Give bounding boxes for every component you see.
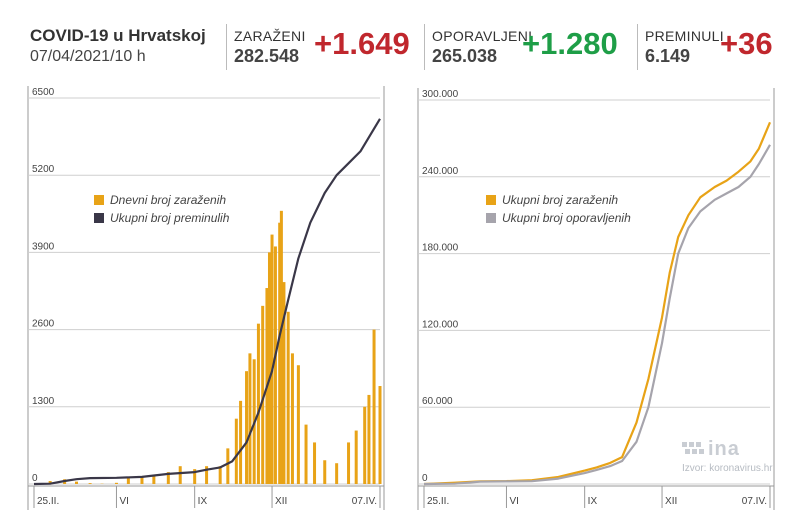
daily-cases-bar <box>347 442 351 484</box>
legend-swatch <box>486 195 496 205</box>
y-tick-label: 0 <box>32 473 38 484</box>
daily-cases-bar <box>372 329 376 484</box>
watermark-logo: ina <box>708 438 740 460</box>
recovered-delta: +1.280 <box>522 26 618 61</box>
daily-cases-bar <box>205 466 209 484</box>
daily-cases-bar <box>88 483 92 484</box>
y-tick-label: 180.000 <box>422 243 459 254</box>
deceased-label: PREMINULI <box>645 28 724 44</box>
daily-cases-bar <box>193 469 197 484</box>
y-tick-label: 120.000 <box>422 319 459 330</box>
deceased-delta: +36 <box>720 26 773 61</box>
daily-cases-bar <box>256 323 260 484</box>
daily-cases-bar <box>166 472 170 484</box>
daily-cases-bar <box>286 311 290 484</box>
recovered-label: OPORAVLJENI <box>432 28 533 44</box>
legend-label: Dnevni broj zaraženih <box>110 193 226 207</box>
legend-swatch <box>94 213 104 223</box>
infected-value: 282.548 <box>234 46 300 66</box>
daily-cases-bar <box>126 478 130 484</box>
daily-cases-bar <box>114 482 118 484</box>
x-tick-label: VI <box>509 496 518 507</box>
infected-label: ZARAŽENI <box>234 28 306 44</box>
daily-cases-bar <box>279 210 283 485</box>
daily-cases-bar <box>270 234 274 484</box>
daily-cases-bar <box>290 353 294 484</box>
daily-cases-bar <box>48 481 52 484</box>
recovered-value: 265.038 <box>432 46 498 66</box>
x-tick-label: 07.IV. <box>742 496 767 507</box>
infected-delta: +1.649 <box>314 26 410 61</box>
daily-cases-bar <box>261 305 265 484</box>
daily-cases-bar <box>367 394 371 484</box>
x-tick-label: XII <box>665 496 677 507</box>
total-deaths-line <box>33 118 381 486</box>
legend-label: Ukupni broj preminulih <box>110 211 230 225</box>
x-tick-label: IX <box>198 496 208 507</box>
watermark-logo-icon <box>682 442 708 458</box>
daily-cases-bar <box>234 418 238 484</box>
y-tick-label: 1300 <box>32 396 55 407</box>
x-tick-label: IX <box>588 496 598 507</box>
daily-cases-bar <box>378 386 382 484</box>
daily-cases-bar <box>140 477 144 484</box>
daily-cases-bar <box>313 442 317 484</box>
page-title: COVID-19 u Hrvatskoj <box>30 26 206 45</box>
x-tick-label: 07.IV. <box>352 496 377 507</box>
x-tick-label: XII <box>275 496 287 507</box>
daily-cases-bar <box>178 466 182 484</box>
legend-swatch <box>486 213 496 223</box>
total-recovered-line <box>423 144 771 486</box>
daily-cases-bar <box>218 466 222 484</box>
daily-cases-bar <box>296 365 300 484</box>
x-tick-label: VI <box>119 496 128 507</box>
y-tick-label: 3900 <box>32 241 55 252</box>
daily-cases-bar <box>323 460 327 484</box>
daily-cases-bar <box>248 353 252 484</box>
y-tick-label: 240.000 <box>422 166 459 177</box>
header-divider <box>226 24 227 70</box>
y-tick-label: 5200 <box>32 164 55 175</box>
daily-cases-bar <box>239 400 243 484</box>
legend-label: Ukupni broj zaraženih <box>502 193 618 207</box>
daily-cases-bar <box>354 430 358 484</box>
daily-cases-bar <box>267 252 271 484</box>
source-note: Izvor: koronavirus.hr <box>682 463 773 474</box>
daily-cases-bar <box>75 481 79 484</box>
y-tick-label: 60.000 <box>422 396 453 407</box>
chart-right: 0 60.000 120.000 180.000 240.000 300.000 25.II… <box>417 88 775 510</box>
daily-cases-bar <box>282 282 286 484</box>
daily-cases-bar <box>278 222 282 484</box>
daily-cases-bar <box>304 424 308 484</box>
daily-cases-bar <box>363 406 367 484</box>
legend-label: Ukupni broj oporavljenih <box>502 211 631 225</box>
y-tick-label: 6500 <box>32 87 55 98</box>
daily-cases-bar <box>152 475 156 484</box>
daily-cases-bar <box>273 246 277 484</box>
header-divider <box>424 24 425 70</box>
chart-left: 0 1300 2600 3900 5200 6500 25.II. VI IX XII 07.IV.… <box>27 86 385 510</box>
legend-swatch <box>94 195 104 205</box>
x-tick-label: 25.II. <box>37 496 59 507</box>
daily-cases-bar <box>226 448 230 484</box>
daily-cases-bar <box>245 371 249 484</box>
y-tick-label: 2600 <box>32 319 55 330</box>
page-subtitle: 07/04/2021/10 h <box>30 48 146 65</box>
y-tick-label: 300.000 <box>422 89 459 100</box>
y-tick-label: 0 <box>422 473 428 484</box>
daily-cases-bar <box>335 463 339 484</box>
deceased-value: 6.149 <box>645 46 691 66</box>
header: COVID-19 u Hrvatskoj 07/04/2021/10 h ZAR… <box>0 0 800 80</box>
header-divider <box>637 24 638 70</box>
x-tick-label: 25.II. <box>427 496 449 507</box>
